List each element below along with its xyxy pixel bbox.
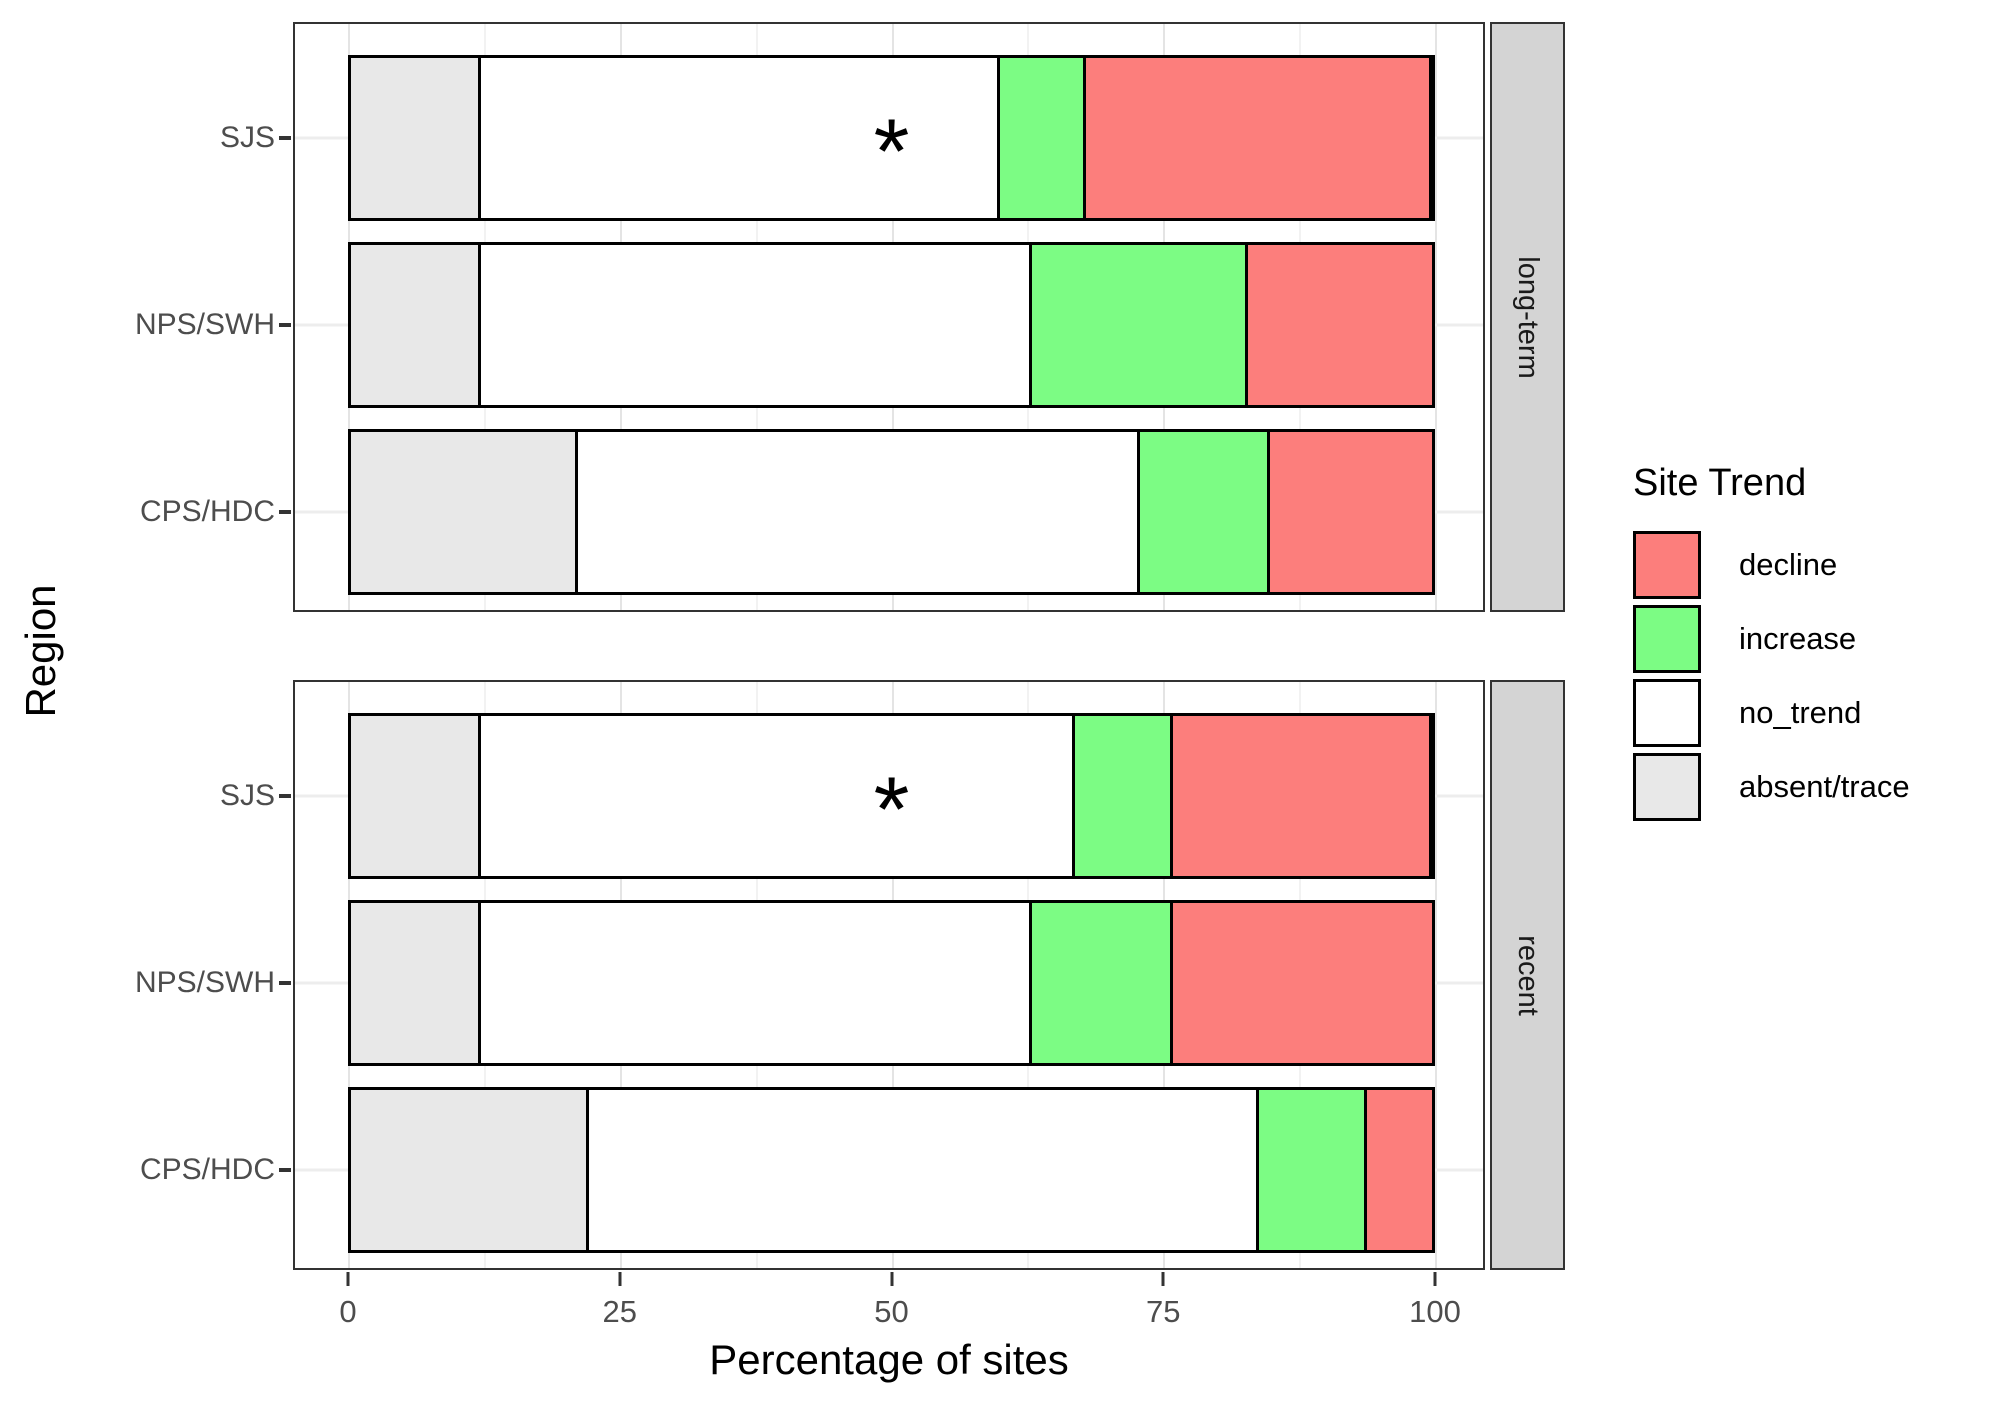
bar-segment-absent/trace xyxy=(351,432,578,592)
bar-segment-absent/trace xyxy=(351,58,481,218)
facet-strip-label: long-term xyxy=(1512,255,1544,379)
x-tick-label: 75 xyxy=(1146,1294,1181,1329)
significance-asterisk: * xyxy=(873,100,910,203)
y-tick-mark xyxy=(279,794,291,798)
bar-segment-increase xyxy=(999,58,1087,218)
stacked-bar-NPS/SWH xyxy=(348,900,1435,1066)
significance-asterisk: * xyxy=(873,758,910,861)
legend-swatch-increase xyxy=(1633,605,1701,673)
bar-segment-increase xyxy=(1259,1090,1368,1250)
bar-segment-decline xyxy=(1248,245,1432,405)
x-tick-mark xyxy=(1433,1272,1437,1286)
x-axis-title: Percentage of sites xyxy=(709,1336,1069,1383)
bar-row-CPS/HDC: CPS/HDC xyxy=(140,429,1483,595)
y-tick-label-SJS: SJS xyxy=(219,121,275,154)
bar-row-SJS: SJS * xyxy=(220,713,1483,879)
y-tick-label-CPS/HDC: CPS/HDC xyxy=(139,495,275,528)
legend-title: Site Trend xyxy=(1633,462,1807,504)
y-tick-label-SJS: SJS xyxy=(219,779,275,812)
x-tick-label: 100 xyxy=(1409,1294,1461,1329)
bar-segment-absent/trace xyxy=(351,245,481,405)
bar-segment-decline xyxy=(1086,58,1432,218)
y-tick-mark xyxy=(279,981,291,985)
y-tick-mark xyxy=(279,323,291,327)
bar-segment-increase xyxy=(1140,432,1270,592)
stacked-bar-NPS/SWH xyxy=(348,242,1435,408)
legend-label: decline xyxy=(1739,547,1838,582)
legend-label: absent/trace xyxy=(1739,769,1910,804)
legend-item-increase: increase xyxy=(1633,605,1910,673)
stacked-bar-CPS/HDC xyxy=(348,1087,1435,1253)
legend-label: increase xyxy=(1739,621,1857,656)
bar-segment-no_trend xyxy=(480,58,1000,218)
stacked-bar-CPS/HDC xyxy=(348,429,1435,595)
legend-swatch-no_trend xyxy=(1633,679,1701,747)
bar-segment-decline xyxy=(1367,1090,1432,1250)
facet-strip-label: recent xyxy=(1512,934,1545,1016)
stacked-bar-SJS: * xyxy=(348,55,1435,221)
legend-label: no_trend xyxy=(1739,695,1862,730)
x-tick-mark xyxy=(1161,1272,1165,1286)
x-tick-mark xyxy=(346,1272,350,1286)
bar-segment-decline xyxy=(1172,716,1432,876)
bar-segment-no_trend xyxy=(588,1090,1260,1250)
x-tick-label: 25 xyxy=(602,1294,637,1329)
legend-swatch-absent/trace xyxy=(1633,753,1701,821)
facet-panel-long-term: SJS * NPS/SWH CPS/HDC xyxy=(135,22,1485,612)
x-tick-label: 50 xyxy=(874,1294,909,1329)
bar-segment-absent/trace xyxy=(351,1090,589,1250)
bar-row-NPS/SWH: NPS/SWH xyxy=(135,900,1483,1066)
bar-segment-increase xyxy=(1075,716,1173,876)
x-tick-mark xyxy=(890,1272,893,1286)
bar-segment-increase xyxy=(1032,245,1249,405)
y-tick-mark xyxy=(279,1168,291,1172)
y-tick-label-NPS/SWH: NPS/SWH xyxy=(134,966,275,999)
bar-segment-no_trend xyxy=(480,716,1076,876)
y-tick-mark xyxy=(279,510,291,514)
bar-segment-decline xyxy=(1269,432,1432,592)
bar-segment-decline xyxy=(1172,903,1432,1063)
bar-row-SJS: SJS * xyxy=(220,55,1483,221)
facet-strip-recent: recent xyxy=(1490,680,1565,1270)
y-axis-title: Region xyxy=(17,584,64,718)
legend-item-absent/trace: absent/trace xyxy=(1633,753,1910,821)
facet-strip-long-term: long-term xyxy=(1490,22,1565,612)
bar-segment-no_trend xyxy=(480,245,1033,405)
legend-swatch-decline xyxy=(1633,531,1701,599)
bar-segment-absent/trace xyxy=(351,903,481,1063)
y-tick-mark xyxy=(279,136,291,140)
bar-segment-absent/trace xyxy=(351,716,481,876)
gridline-major xyxy=(1435,682,1437,1268)
bar-segment-no_trend xyxy=(480,903,1033,1063)
y-tick-label-NPS/SWH: NPS/SWH xyxy=(134,308,275,341)
legend-item-no_trend: no_trend xyxy=(1633,679,1910,747)
bar-row-CPS/HDC: CPS/HDC xyxy=(140,1087,1483,1253)
y-tick-label-CPS/HDC: CPS/HDC xyxy=(139,1153,275,1186)
x-tick-label: 0 xyxy=(339,1294,357,1329)
bar-segment-no_trend xyxy=(578,432,1141,592)
facet-panel-recent: SJS * NPS/SWH CPS/HDC xyxy=(135,680,1485,1270)
legend-item-decline: decline xyxy=(1633,531,1910,599)
x-tick-mark xyxy=(618,1272,622,1286)
bar-segment-increase xyxy=(1032,903,1173,1063)
legend-items: decline increase no_trend absent/trace xyxy=(1633,531,1910,821)
gridline-major xyxy=(1435,24,1437,610)
bar-row-NPS/SWH: NPS/SWH xyxy=(135,242,1483,408)
stacked-bar-SJS: * xyxy=(348,713,1435,879)
